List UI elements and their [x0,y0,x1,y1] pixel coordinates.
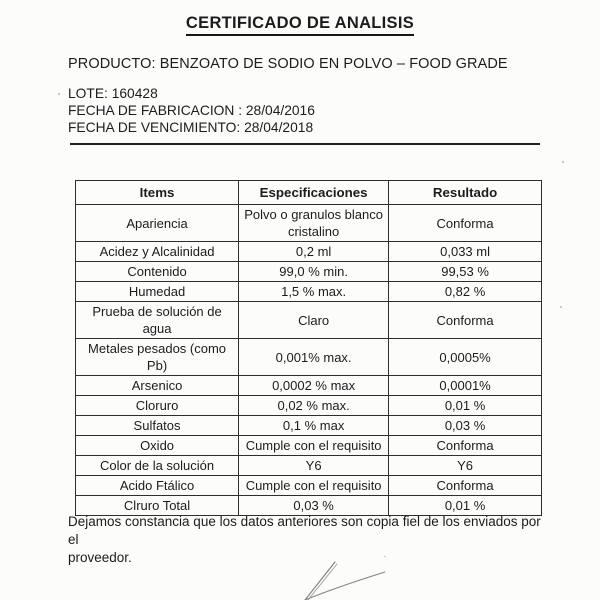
table-cell: 0,01 % [388,395,542,416]
table-body: Apariencia Polvo o granulos blanco crista… [74,204,542,516]
table-cell: Color de la solución [74,455,240,476]
table-cell: Metales pesados (como Pb) [74,338,240,376]
table-cell: Prueba de solución de agua [74,301,240,339]
table-cell: 0,82 % [388,281,542,302]
table-cell: 0,01 % [388,495,542,516]
signature-icon [304,561,386,600]
table-cell: 0,1 % max [238,415,390,436]
product-line: PRODUCTO: BENZOATO DE SODIO EN POLVO – F… [68,56,508,72]
table-cell: Arsenico [74,375,240,396]
lot-number-line: LOTE: 160428 [68,86,158,101]
table-cell: Conforma [388,435,542,456]
table-cell: Clruro Total [74,495,240,516]
table-cell: Acidez y Alcalinidad [74,241,240,262]
table-cell: 0,03 % [388,415,542,436]
scan-speckle [58,93,60,95]
table-cell: 0,02 % max. [238,395,390,416]
table-cell: Cumple con el requisito [238,435,390,456]
table-cell: Contenido [74,261,240,282]
scan-speckle [562,161,564,163]
table-cell: Humedad [74,281,240,302]
table-row: Clruro Total 0,03 % 0,01 % [74,495,542,516]
table-row: Humedad 1,5 % max. 0,82 % [74,281,542,302]
column-header-resultado: Resultado [388,180,542,205]
horizontal-divider [70,143,540,145]
column-header-especificaciones: Especificaciones [238,180,390,205]
table-row: Color de la solución Y6 Y6 [74,455,542,476]
table-row: Acido Ftálico Cumple con el requisito Conf… [74,475,542,496]
table-cell: Cumple con el requisito [238,475,390,496]
scan-speckle [560,306,562,308]
table-row: Metales pesados (como Pb) 0,001% max. 0,00… [74,338,542,376]
table-row: Sulfatos 0,1 % max 0,03 % [74,415,542,436]
table-cell: 0,0002 % max [238,375,390,396]
table-cell: Conforma [388,204,542,242]
table-row: Cloruro 0,02 % max. 0,01 % [74,395,542,416]
footer-note-line1: Dejamos constancia que los datos anterio… [68,514,541,547]
table-cell: 0,0001% [388,375,542,396]
table-cell: Oxido [74,435,240,456]
footer-note-line2: proveedor. [68,550,132,565]
table-row: Oxido Cumple con el requisito Conforma [74,435,542,456]
table-cell: 0,033 ml [388,241,542,262]
table-header-row: Items Especificaciones Resultado [74,180,542,205]
footer-note: Dejamos constancia que los datos anterio… [68,513,548,567]
table-cell: Polvo o granulos blanco cristalino [238,204,390,242]
table-cell: Conforma [388,475,542,496]
document-title-text: CERTIFICADO DE ANALISIS [185,14,415,36]
table-cell: Y6 [238,455,390,476]
fabrication-date-line: FECHA DE FABRICACION : 28/04/2016 [68,103,315,118]
scan-speckle [384,556,386,557]
scan-speckle [206,62,208,63]
table-cell: Conforma [388,301,542,339]
table-cell: Apariencia [74,204,240,242]
table-cell: Acido Ftálico [74,475,240,496]
table-cell: 99,0 % min. [238,261,390,282]
expiry-date-line: FECHA DE VENCIMIENTO: 28/04/2018 [68,120,314,135]
table-cell: Y6 [388,455,542,476]
column-header-items: Items [74,180,240,205]
table-cell: Cloruro [74,395,240,416]
table-cell: 1,5 % max. [238,281,390,302]
table-cell: 99,53 % [388,261,542,282]
document-title: CERTIFICADO DE ANALISIS [0,14,600,36]
table-cell: 0,03 % [238,495,390,516]
table-row: Apariencia Polvo o granulos blanco crista… [74,204,542,242]
table-row: Arsenico 0,0002 % max 0,0001% [74,375,542,396]
table-row: Contenido 99,0 % min. 99,53 % [74,261,542,282]
table-row: Prueba de solución de agua Claro Conforma [74,301,542,339]
table-cell: 0,001% max. [238,338,390,376]
table-cell: Claro [238,301,390,339]
analysis-results-table: Items Especificaciones Resultado Aparien… [74,180,542,516]
table-cell: Sulfatos [74,415,240,436]
table-row: Acidez y Alcalinidad 0,2 ml 0,033 ml [74,241,542,262]
table-cell: 0,2 ml [238,241,390,262]
lot-info-block: LOTE: 160428 FECHA DE FABRICACION : 28/0… [68,85,315,136]
table-cell: 0,0005% [388,338,542,376]
